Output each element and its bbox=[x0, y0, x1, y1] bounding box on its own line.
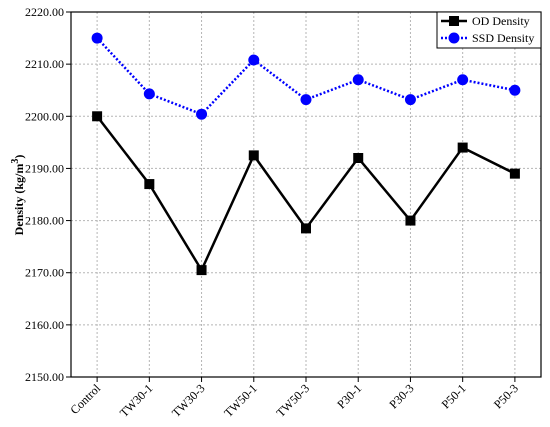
od-density-point bbox=[144, 179, 155, 190]
od-density-point bbox=[301, 223, 311, 234]
legend-ssd-marker bbox=[448, 32, 460, 44]
x-tick-label: P30-3 bbox=[386, 381, 416, 411]
ssd-density-point bbox=[352, 74, 364, 86]
x-axis-ticks: Control TW30-1 TW30-3 TW50-1 TW50-3 P30-1 P30-… bbox=[67, 377, 521, 420]
x-tick-label: TW30-1 bbox=[117, 381, 156, 420]
x-tick-label: P30-1 bbox=[334, 381, 364, 411]
ssd-density-point bbox=[196, 108, 208, 120]
y-axis-label: Density (kg/m3) bbox=[10, 155, 26, 236]
y-tick-label: 2210.00 bbox=[25, 57, 64, 71]
legend-od-label: OD Density bbox=[472, 14, 530, 28]
ssd-density-point bbox=[300, 94, 312, 106]
legend-item-ssd: SSD Density bbox=[441, 31, 534, 45]
ssd-density-point bbox=[404, 94, 416, 106]
series-layer bbox=[91, 32, 521, 276]
od-density-point bbox=[92, 111, 103, 122]
od-density-point bbox=[248, 150, 259, 161]
x-tick-label: TW50-3 bbox=[273, 381, 312, 420]
od-density-point bbox=[353, 153, 364, 163]
legend-od-marker bbox=[449, 16, 459, 26]
x-tick-label: TW50-1 bbox=[221, 381, 260, 420]
y-tick-label: 2170.00 bbox=[25, 266, 64, 280]
ssd-density-point bbox=[91, 32, 103, 44]
od-density-point bbox=[196, 265, 207, 276]
y-tick-label: 2200.00 bbox=[25, 109, 64, 123]
y-tick-label: 2180.00 bbox=[25, 214, 64, 228]
y-tick-label: 2220.00 bbox=[25, 5, 64, 19]
x-tick-label: P50-3 bbox=[491, 381, 521, 411]
ssd-density-point bbox=[248, 54, 260, 66]
legend-ssd-label: SSD Density bbox=[472, 31, 534, 45]
y-tick-label: 2160.00 bbox=[25, 318, 64, 332]
od-density-point bbox=[509, 168, 520, 179]
x-tick-label: Control bbox=[67, 381, 103, 417]
legend: OD Density SSD Density bbox=[436, 11, 542, 49]
legend-item-od: OD Density bbox=[441, 14, 530, 28]
ssd-density-point bbox=[143, 88, 155, 100]
y-tick-label: 2150.00 bbox=[25, 370, 64, 384]
grid-lines bbox=[71, 12, 541, 377]
od-density-point bbox=[457, 142, 468, 153]
plot-frame bbox=[70, 11, 542, 378]
ssd-density-point bbox=[457, 74, 469, 86]
ssd-density-point bbox=[509, 84, 521, 96]
y-axis-ticks: 2150.00 2160.00 2170.00 2180.00 2190.00 2200.… bbox=[25, 5, 71, 384]
y-tick-label: 2190.00 bbox=[25, 161, 64, 175]
x-tick-label: P50-1 bbox=[439, 381, 469, 411]
x-tick-label: TW30-3 bbox=[169, 381, 208, 420]
od-density-point bbox=[405, 215, 416, 226]
